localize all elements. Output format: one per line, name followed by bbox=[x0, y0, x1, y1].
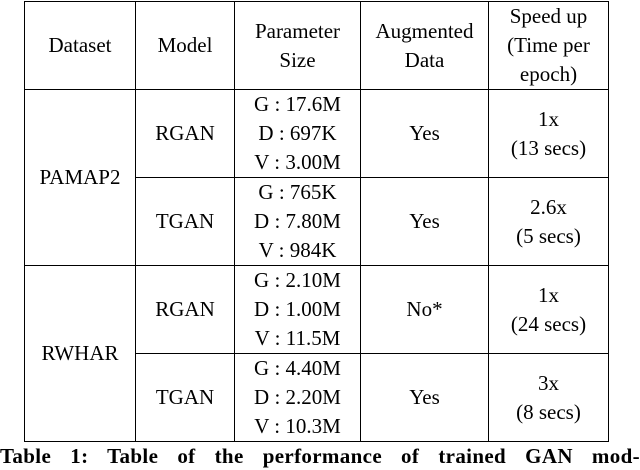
model-cell: RGAN bbox=[135, 265, 235, 354]
header-augmented-line1: Augmented bbox=[375, 18, 474, 43]
speedup-value: 2.6x bbox=[530, 194, 567, 219]
header-speed-up: Speed up (Time per epoch) bbox=[488, 1, 609, 90]
model-cell: TGAN bbox=[135, 177, 235, 266]
param-g: G : 4.40M bbox=[254, 356, 341, 380]
speedup-cell: 1x (24 secs) bbox=[488, 265, 609, 354]
param-d: D : 1.00M bbox=[254, 297, 341, 321]
header-row: Dataset Model Parameter Size Augmented D… bbox=[24, 1, 609, 90]
augmented-cell: Yes bbox=[360, 89, 489, 178]
epoch-time: (5 secs) bbox=[516, 223, 581, 248]
augmented-cell: No* bbox=[360, 265, 489, 354]
table-caption: Table 1: Table of the performance of tra… bbox=[0, 444, 640, 468]
speedup-cell: 1x (13 secs) bbox=[488, 89, 609, 178]
param-v: V : 11.5M bbox=[254, 326, 341, 350]
param-v: V : 984K bbox=[258, 238, 337, 262]
param-g: G : 17.6M bbox=[254, 92, 341, 116]
epoch-time: (13 secs) bbox=[510, 135, 587, 160]
header-model: Model bbox=[135, 1, 235, 90]
model-cell: TGAN bbox=[135, 353, 235, 442]
table-row: TGAN G : 765K D : 7.80M V : 984K Yes 2.6… bbox=[25, 177, 609, 266]
parameter-size-cell: G : 4.40M D : 2.20M V : 10.3M bbox=[234, 353, 361, 442]
param-d: D : 7.80M bbox=[254, 209, 341, 233]
performance-table: Dataset Model Parameter Size Augmented D… bbox=[24, 1, 609, 442]
table-row: PAMAP2 RGAN G : 17.6M D : 697K V : 3.00M… bbox=[24, 89, 609, 266]
epoch-time: (24 secs) bbox=[510, 311, 587, 336]
header-parameter-size: Parameter Size bbox=[234, 1, 361, 90]
speedup-value: 3x bbox=[538, 370, 559, 395]
param-d: D : 697K bbox=[258, 121, 337, 145]
speedup-value: 1x bbox=[538, 282, 559, 307]
param-d: D : 2.20M bbox=[254, 385, 341, 409]
header-speed-line1: Speed up bbox=[509, 4, 588, 28]
augmented-cell: Yes bbox=[360, 353, 489, 442]
model-cell: RGAN bbox=[135, 89, 235, 178]
speedup-cell: 3x (8 secs) bbox=[488, 353, 609, 442]
dataset-cell: PAMAP2 bbox=[24, 89, 136, 266]
table-row: RWHAR RGAN G : 2.10M D : 1.00M V : 11.5M… bbox=[24, 265, 609, 442]
param-g: G : 2.10M bbox=[254, 268, 341, 292]
header-parameter-line1: Parameter bbox=[254, 18, 341, 43]
param-v: V : 10.3M bbox=[254, 414, 341, 438]
table-row: TGAN G : 4.40M D : 2.20M V : 10.3M Yes 3… bbox=[25, 353, 609, 442]
header-parameter-line2: Size bbox=[279, 47, 316, 72]
param-v: V : 3.00M bbox=[254, 150, 341, 174]
header-dataset: Dataset bbox=[24, 1, 136, 90]
speedup-value: 1x bbox=[538, 106, 559, 131]
header-augmented-line2: Data bbox=[404, 47, 445, 72]
param-g: G : 765K bbox=[258, 180, 337, 204]
parameter-size-cell: G : 2.10M D : 1.00M V : 11.5M bbox=[234, 265, 361, 354]
header-speed-line3: epoch) bbox=[519, 62, 578, 86]
parameter-size-cell: G : 765K D : 7.80M V : 984K bbox=[234, 177, 361, 266]
dataset-cell: RWHAR bbox=[24, 265, 136, 442]
augmented-cell: Yes bbox=[360, 177, 489, 266]
speedup-cell: 2.6x (5 secs) bbox=[488, 177, 609, 266]
header-speed-line2: (Time per bbox=[507, 33, 590, 57]
parameter-size-cell: G : 17.6M D : 697K V : 3.00M bbox=[234, 89, 361, 178]
epoch-time: (8 secs) bbox=[516, 399, 581, 424]
header-augmented-data: Augmented Data bbox=[360, 1, 489, 90]
